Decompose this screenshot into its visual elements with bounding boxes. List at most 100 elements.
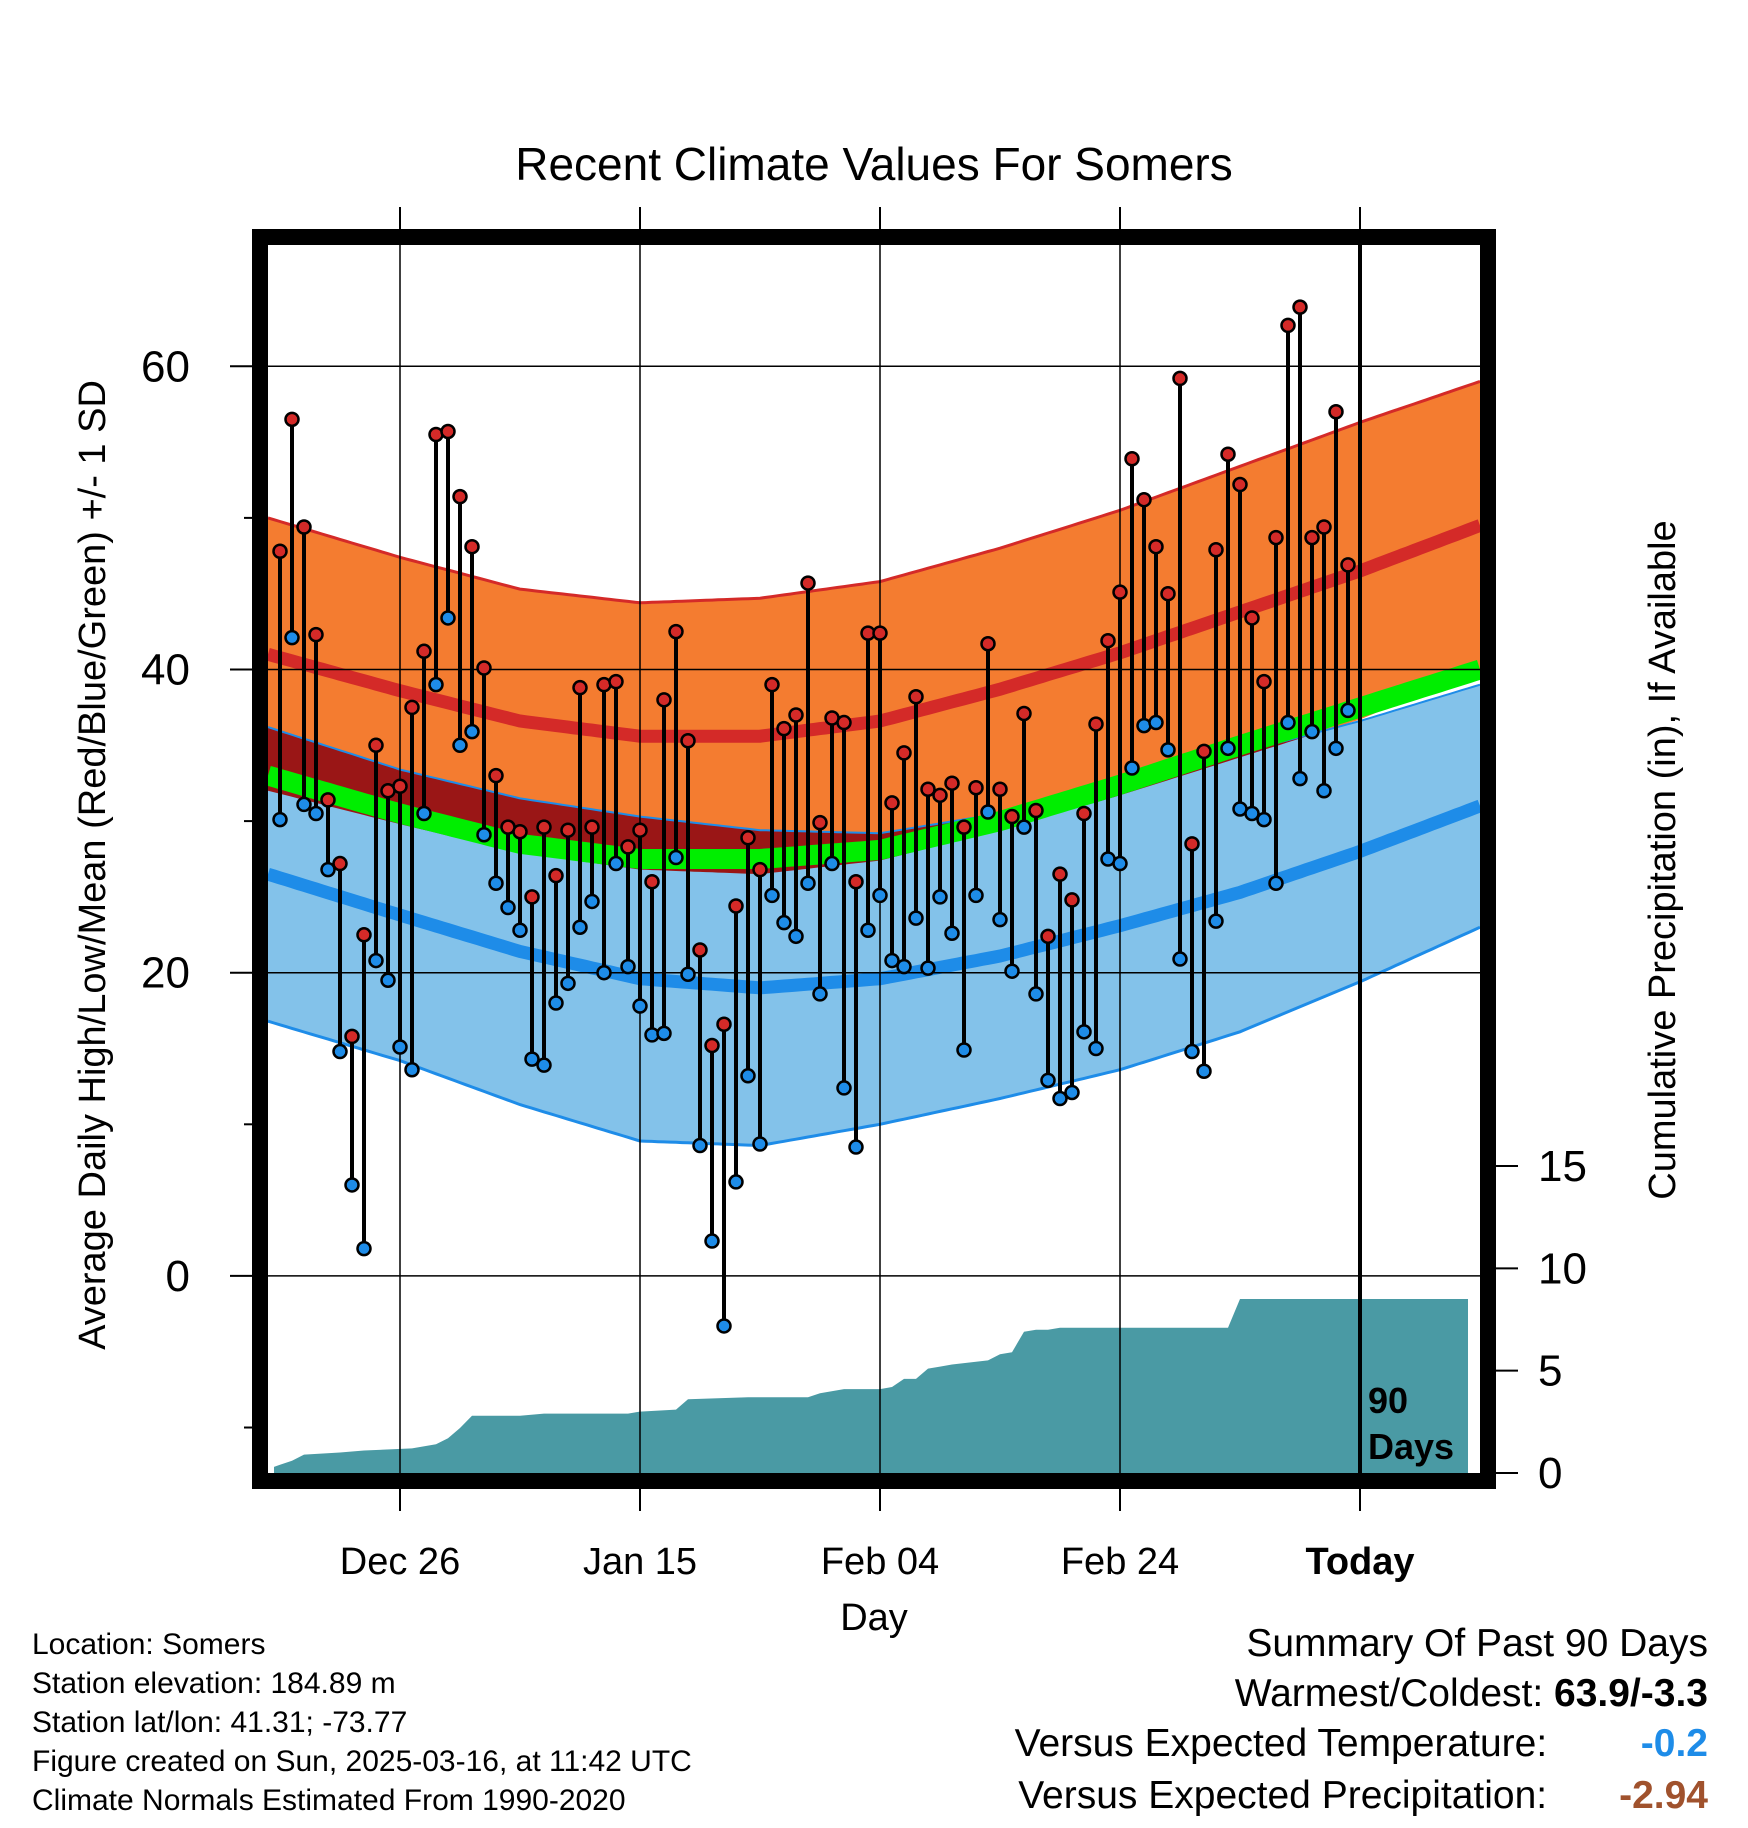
low-point [404,1061,420,1078]
high-point [392,778,408,794]
low-point [284,629,300,646]
high-point [584,819,600,835]
high-point [1064,892,1080,908]
low-point [584,893,600,910]
high-point [452,488,468,505]
high-point [680,732,696,749]
high-point [356,927,372,943]
elevation-text: Station elevation: 184.89 m [32,1667,396,1700]
low-point [272,811,288,828]
low-point [392,1039,408,1055]
y-tick-label: 0 [166,1252,190,1301]
high-point [608,673,624,690]
y2-tick-label: 0 [1538,1449,1562,1498]
high-point [992,781,1008,798]
high-point [1280,317,1296,334]
low-point [824,855,840,872]
high-point [1076,805,1092,822]
high-point [884,795,900,811]
low-point [836,1080,852,1096]
temp-label: Versus Expected Temperature: [1014,1722,1548,1765]
high-point [1208,541,1224,558]
high-point [1028,802,1044,819]
low-point [320,861,336,878]
high-point [944,775,960,791]
created-text: Figure created on Sun, 2025-03-16, at 11… [32,1745,692,1778]
low-point [1028,986,1044,1002]
low-point [716,1318,732,1334]
high-point [1088,716,1104,732]
low-point [908,910,924,926]
high-point [632,822,648,838]
precip-label: Versus Expected Precipitation: [1018,1774,1548,1817]
low-point [500,899,516,916]
low-point [1268,875,1284,892]
high-point [1052,866,1068,882]
high-point [464,538,480,555]
high-point [1136,491,1152,508]
y2-tick-label: 15 [1538,1142,1587,1191]
high-point [656,692,672,708]
x-tick-label: Today [1305,1541,1414,1583]
high-point [1172,370,1188,387]
high-point [1100,632,1116,649]
low-point [476,826,492,843]
x-tick-label: Feb 04 [821,1541,939,1583]
high-point [980,635,996,652]
low-point [296,796,312,813]
low-point [788,928,804,945]
high-point [800,575,816,591]
high-point [908,689,924,705]
low-point [536,1057,552,1073]
low-point [944,925,960,942]
low-point [560,975,576,992]
low-point [704,1233,720,1249]
low-point [812,986,828,1002]
low-point [800,875,816,892]
low-point [872,887,888,904]
high-point [692,942,708,958]
low-point [356,1240,372,1257]
low-point [548,995,564,1011]
low-point [896,958,912,975]
high-point [932,787,948,804]
high-point [1256,673,1272,690]
high-point [1268,529,1284,546]
low-point [608,855,624,872]
high-point [668,623,684,640]
low-point [332,1043,348,1060]
high-point [296,519,312,535]
high-point [620,839,636,855]
low-point [1052,1090,1068,1107]
low-point [764,887,780,904]
x-tick-label: Dec 26 [340,1541,460,1583]
high-point [284,411,300,428]
low-point [488,875,504,892]
high-point [1304,529,1320,546]
low-point [980,804,996,820]
high-point [476,660,492,676]
low-point [968,887,984,904]
high-point [1244,610,1260,626]
low-point [692,1137,708,1154]
plot-area: 90 Days 0 20 40 60 0 5 10 15 Dec 26 Jan 15 Feb 04 Feb… [141,207,1587,1583]
high-point [764,676,780,693]
precip-value: -2.94 [1619,1774,1708,1817]
warm-cold-label: Warmest/Coldest: [1234,1672,1544,1715]
high-point [1340,557,1356,573]
y2-axis-label: Cumulative Precipitation (in), If Availa… [1642,520,1684,1199]
low-point [1220,740,1236,757]
low-point [1304,723,1320,740]
high-point [332,855,348,872]
x-tick-label: Feb 24 [1061,1541,1179,1583]
low-point [1244,805,1260,822]
low-point [1160,742,1176,758]
low-point [344,1177,360,1193]
high-point [920,781,936,798]
high-point [1220,446,1236,462]
high-point [1040,928,1056,945]
high-point [1004,808,1020,825]
x-tick-label: Jan 15 [583,1541,697,1583]
low-point [1172,951,1188,967]
high-point [716,1016,732,1032]
